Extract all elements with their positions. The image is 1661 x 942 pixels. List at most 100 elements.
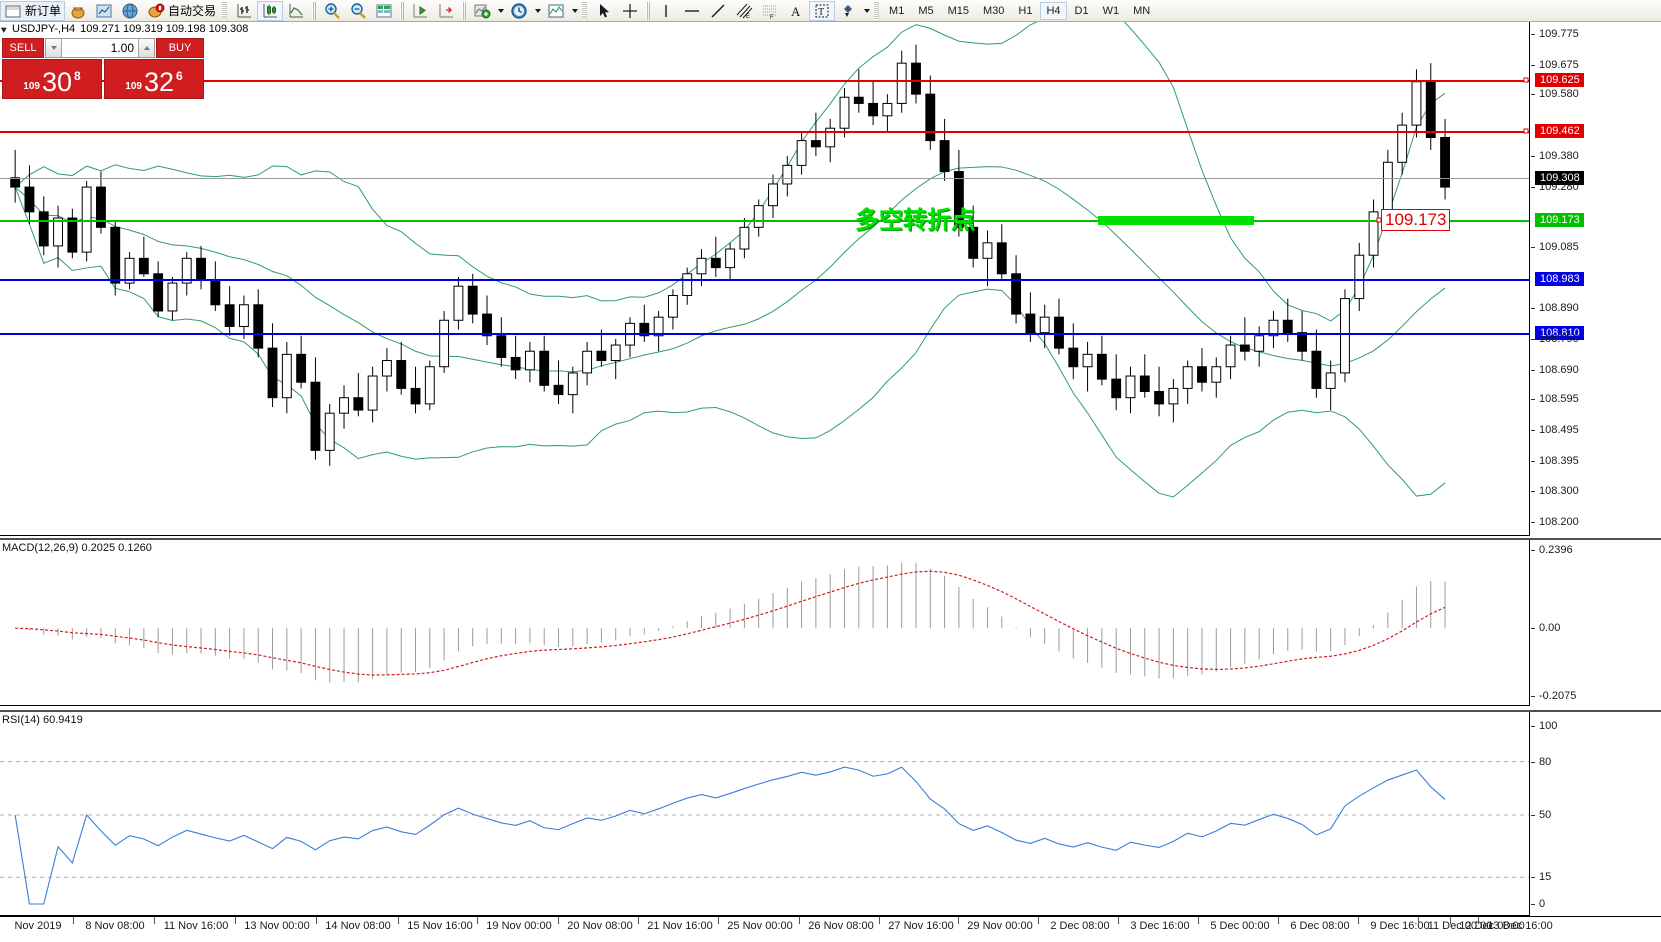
rsi-scale-tick: 0	[1531, 898, 1545, 910]
indicators-dropdown-caret[interactable]	[495, 2, 506, 20]
volume-decrement-button[interactable]	[46, 39, 62, 57]
vertical-line-button[interactable]	[653, 1, 679, 21]
buy-price-display[interactable]: 109 32 6	[104, 59, 204, 99]
time-axis-separator	[1278, 917, 1279, 924]
price-plot-area[interactable]: 109.173 多空转折点	[0, 22, 1530, 536]
templates-button[interactable]	[543, 1, 569, 21]
time-axis-separator	[879, 917, 880, 924]
time-axis-separator	[958, 917, 959, 924]
new-order-icon	[5, 5, 21, 17]
periods-button[interactable]	[506, 1, 532, 21]
sell-price-big: 30	[41, 67, 73, 97]
bar-chart-button[interactable]	[231, 1, 257, 21]
text-object-button[interactable]: T	[809, 0, 836, 21]
market-watch-button[interactable]	[91, 1, 117, 21]
one-click-trading-panel[interactable]: SELL 1.00 BUY 109 30 8 109 32 6	[2, 38, 204, 99]
toolbar-grip-2[interactable]	[582, 1, 588, 20]
price-scale-badge: 109.625	[1535, 73, 1584, 88]
sell-orders-button[interactable]	[65, 1, 91, 21]
time-axis-separator	[1038, 917, 1039, 924]
support-line-1[interactable]	[0, 279, 1529, 282]
trendline-button[interactable]	[705, 1, 731, 21]
price-scale-tick: 109.280	[1531, 181, 1579, 193]
shapes-dropdown-caret[interactable]	[861, 2, 872, 20]
line-chart-button[interactable]	[283, 1, 309, 21]
timeframe-button-mn[interactable]: MN	[1133, 4, 1151, 17]
auto-scroll-button[interactable]	[407, 1, 433, 21]
toolbar-grip-1[interactable]	[222, 1, 228, 20]
price-scale-badge: 109.462	[1535, 123, 1584, 138]
line-drag-handle[interactable]	[1523, 128, 1529, 134]
pivot-line[interactable]	[0, 220, 1529, 223]
fibonacci-icon: F	[763, 5, 777, 20]
fibonacci-button[interactable]: F	[757, 1, 783, 21]
price-scale-tick: 108.395	[1531, 455, 1579, 467]
timeframe-button-m1[interactable]: M1	[889, 4, 905, 17]
buy-price-big: 32	[143, 67, 175, 97]
horizontal-line-button[interactable]	[679, 1, 705, 21]
turning-point-annotation[interactable]: 多空转折点	[855, 206, 975, 234]
chart-shift-button[interactable]	[433, 1, 459, 21]
pivot-highlight-zone[interactable]	[1098, 216, 1254, 226]
macd-histogram	[28, 562, 1446, 683]
time-axis-separator	[799, 917, 800, 924]
trade-panel-top-row: SELL 1.00 BUY	[2, 38, 204, 58]
time-axis-label: 15 Nov 16:00	[407, 920, 473, 932]
new-order-label: 新订单	[25, 4, 62, 18]
sell-price-display[interactable]: 109 30 8	[2, 59, 102, 99]
crosshair-button[interactable]	[617, 1, 643, 21]
macd-plot-area[interactable]: MACD(12,26,9) 0.2025 0.1260	[0, 540, 1530, 706]
zoom-in-button[interactable]	[319, 1, 345, 21]
resistance-line-1[interactable]	[0, 80, 1529, 83]
volume-increment-button[interactable]	[138, 39, 154, 57]
price-scale-badge: 109.308	[1535, 171, 1584, 186]
indicators-button[interactable]	[469, 1, 495, 21]
price-tag-handle[interactable]	[1376, 217, 1382, 223]
support-line-2[interactable]	[0, 332, 1529, 335]
volume-value[interactable]: 1.00	[62, 39, 138, 57]
toolbar-grip-3[interactable]	[874, 1, 880, 20]
timeframe-button-h4[interactable]: H4	[1040, 1, 1067, 20]
macd-indicator-label: MACD(12,26,9) 0.2025 0.1260	[2, 542, 152, 554]
current-price-line[interactable]	[0, 178, 1529, 180]
timeframe-button-h1[interactable]: H1	[1018, 4, 1033, 17]
data-window-button[interactable]	[371, 1, 397, 21]
cursor-button[interactable]	[591, 1, 617, 21]
cursor-icon	[600, 3, 610, 17]
rsi-scale: 100 80 50 15 0	[1531, 712, 1661, 916]
text-label-button[interactable]: A	[783, 1, 809, 21]
volume-stepper[interactable]: 1.00	[45, 38, 155, 58]
buy-button[interactable]: BUY	[156, 38, 204, 58]
time-axis-label: 13 Nov 00:00	[244, 920, 310, 932]
navigator-button[interactable]	[117, 1, 143, 21]
trendline-icon	[711, 4, 725, 17]
resistance-line-2[interactable]	[0, 130, 1529, 133]
time-axis-label: 3 Dec 16:00	[1130, 920, 1190, 932]
expert-advisor-button[interactable]: 自动交易	[143, 1, 220, 21]
templates-dropdown-caret[interactable]	[569, 2, 580, 20]
pivot-price-tag[interactable]: 109.173	[1381, 209, 1451, 232]
shapes-button[interactable]	[835, 1, 861, 21]
timeframe-button-m30[interactable]: M30	[983, 4, 1005, 17]
sell-button[interactable]: SELL	[2, 38, 44, 58]
line-drag-handle[interactable]	[1523, 77, 1529, 83]
candlestick-chart-button[interactable]	[257, 0, 284, 21]
time-axis-separator	[718, 917, 719, 924]
zoom-out-button[interactable]	[345, 1, 371, 21]
rsi-scale-tick: 50	[1531, 809, 1551, 821]
rsi-plot-area[interactable]: RSI(14) 60.9419	[0, 712, 1530, 916]
chart-symbol-label: USDJPY-,H4	[12, 22, 76, 35]
new-order-button[interactable]: 新订单	[0, 0, 66, 21]
periods-dropdown-caret[interactable]	[532, 2, 543, 20]
time-axis-separator	[477, 917, 478, 924]
price-scale-tick: 109.380	[1531, 150, 1579, 162]
timeframe-button-m5[interactable]: M5	[918, 4, 934, 17]
macd-scale: 0.2396 0.00 -0.2075	[1531, 540, 1661, 706]
timeframe-button-m15[interactable]: M15	[947, 4, 969, 17]
price-scale[interactable]: 109.775 109.675 109.625 109.580 109.462 109.3…	[1531, 22, 1661, 536]
equidistant-channel-button[interactable]: E	[731, 1, 757, 21]
time-axis-separator	[398, 917, 399, 924]
timeframe-button-d1[interactable]: D1	[1074, 4, 1089, 17]
timeframe-button-w1[interactable]: W1	[1102, 4, 1120, 17]
time-axis-separator	[558, 917, 559, 924]
